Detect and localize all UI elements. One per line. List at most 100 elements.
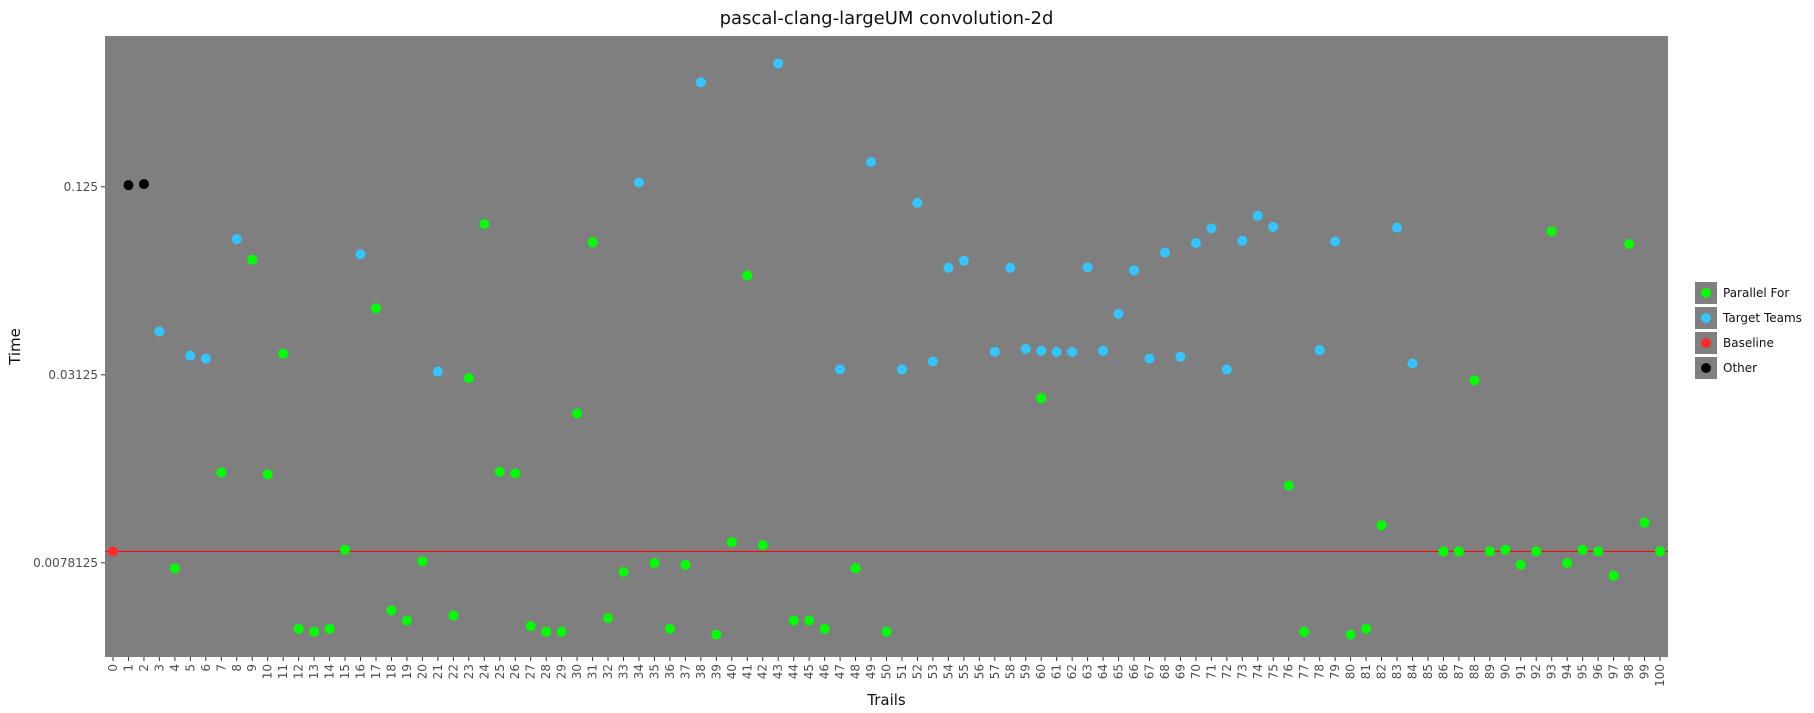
target-teams-point — [1221, 364, 1232, 375]
parallel-for-point — [1608, 570, 1619, 581]
legend-marker — [1701, 363, 1711, 373]
parallel-for-point — [1299, 626, 1310, 637]
x-tick-label: 50 — [880, 664, 894, 679]
x-tick-label: 96 — [1591, 664, 1605, 679]
target-teams-point — [1113, 308, 1124, 319]
parallel-for-point — [262, 469, 273, 480]
target-teams-point — [1036, 345, 1047, 356]
x-tick-label: 52 — [910, 664, 924, 679]
y-axis: 0.125 0.03125 0.0078125 — [33, 180, 105, 570]
y-tick-label: 0.125 — [64, 180, 98, 194]
parallel-for-point — [494, 466, 505, 477]
x-tick-label: 76 — [1282, 664, 1296, 679]
x-tick-label: 73 — [1235, 664, 1249, 679]
parallel-for-point — [680, 559, 691, 570]
parallel-for-point — [1546, 226, 1557, 237]
x-tick-label: 30 — [570, 664, 584, 679]
x-tick-label: 83 — [1390, 664, 1404, 679]
parallel-for-point — [788, 615, 799, 626]
parallel-for-point — [881, 626, 892, 637]
x-tick-label: 61 — [1050, 664, 1064, 679]
target-teams-point — [1159, 247, 1170, 258]
parallel-for-point — [293, 623, 304, 634]
x-tick-label: 24 — [477, 664, 491, 679]
x-tick-label: 98 — [1622, 664, 1636, 679]
target-teams-point — [866, 157, 877, 168]
x-tick-label: 6 — [199, 664, 213, 672]
parallel-for-point — [804, 615, 815, 626]
x-tick-label: 47 — [833, 664, 847, 679]
parallel-for-point — [463, 373, 474, 384]
other-point — [138, 179, 149, 190]
x-tick-label: 64 — [1096, 664, 1110, 679]
x-tick-label: 69 — [1173, 664, 1187, 679]
x-tick-label: 9 — [245, 664, 259, 672]
x-tick-label: 11 — [276, 664, 290, 679]
x-tick-label: 86 — [1436, 664, 1450, 679]
x-tick-label: 35 — [647, 664, 661, 679]
x-tick-label: 88 — [1467, 664, 1481, 679]
parallel-for-point — [850, 563, 861, 574]
x-tick-label: 81 — [1359, 664, 1373, 679]
x-axis-title: Trails — [866, 691, 906, 709]
x-tick-label: 19 — [400, 664, 414, 679]
x-tick-label: 87 — [1452, 664, 1466, 679]
x-tick-label: 82 — [1375, 664, 1389, 679]
parallel-for-point — [618, 566, 629, 577]
target-teams-point — [896, 364, 907, 375]
x-tick-label: 65 — [1112, 664, 1126, 679]
x-tick-label: 63 — [1081, 664, 1095, 679]
target-teams-point — [1082, 262, 1093, 273]
parallel-for-point — [479, 219, 490, 230]
x-tick-label: 32 — [601, 664, 615, 679]
x-tick-label: 4 — [168, 664, 182, 672]
x-tick-label: 40 — [725, 664, 739, 679]
parallel-for-point — [757, 540, 768, 551]
parallel-for-point — [1345, 629, 1356, 640]
x-tick-label: 1 — [121, 664, 135, 672]
parallel-for-point — [417, 556, 428, 567]
y-axis-title: Time — [6, 328, 24, 366]
target-teams-point — [185, 350, 196, 361]
x-axis: 0 1 2 3 4 5 6 7 8 9 10 11 12 13 14 15 16 17 18 19 20 21 22 23 24… — [106, 657, 1667, 687]
target-teams-point — [432, 366, 443, 377]
parallel-for-point — [386, 605, 397, 616]
x-tick-label: 80 — [1344, 664, 1358, 679]
target-teams-point — [1144, 353, 1155, 364]
x-tick-label: 3 — [152, 664, 166, 672]
x-tick-label: 7 — [214, 664, 228, 672]
target-teams-point — [355, 249, 366, 260]
parallel-for-point — [587, 237, 598, 248]
parallel-for-point — [1438, 546, 1449, 557]
parallel-for-point — [1376, 520, 1387, 531]
parallel-for-point — [1593, 546, 1604, 557]
x-tick-label: 85 — [1421, 664, 1435, 679]
target-teams-point — [1252, 210, 1263, 221]
parallel-for-point — [309, 626, 320, 637]
parallel-for-point — [324, 623, 335, 634]
y-tick-label: 0.0078125 — [33, 556, 98, 570]
target-teams-point — [1392, 222, 1403, 233]
parallel-for-point — [1639, 517, 1650, 528]
x-tick-label: 44 — [787, 664, 801, 679]
x-tick-label: 8 — [230, 664, 244, 672]
x-tick-label: 75 — [1266, 664, 1280, 679]
x-tick-label: 29 — [555, 664, 569, 679]
x-tick-label: 93 — [1545, 664, 1559, 679]
parallel-for-point — [819, 623, 830, 634]
parallel-for-point — [726, 537, 737, 548]
x-tick-label: 57 — [988, 664, 1002, 679]
data-points — [108, 58, 1665, 640]
x-tick-label: 59 — [1019, 664, 1033, 679]
target-teams-point — [1314, 345, 1325, 356]
x-tick-label: 38 — [694, 664, 708, 679]
parallel-for-point — [603, 612, 614, 623]
other-point — [123, 180, 134, 191]
y-tick-label: 0.03125 — [48, 368, 98, 382]
x-tick-label: 51 — [895, 664, 909, 679]
x-tick-label: 10 — [261, 664, 275, 679]
legend-item-target-teams: Target Teams — [1695, 307, 1802, 329]
parallel-for-point — [556, 626, 567, 637]
x-tick-label: 78 — [1313, 664, 1327, 679]
